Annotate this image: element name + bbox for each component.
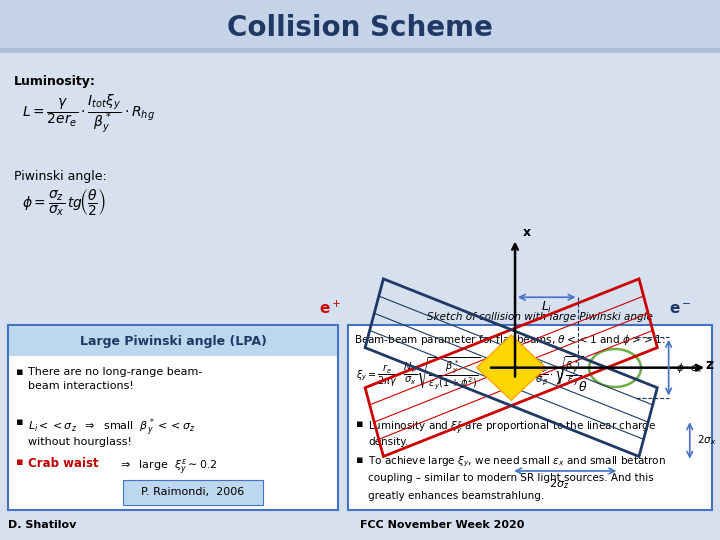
Text: To achieve large $\xi_y$, we need small $\varepsilon_x$ and small betatron: To achieve large $\xi_y$, we need small … bbox=[368, 455, 666, 469]
Bar bbox=[123, 480, 263, 505]
Text: $\mathit{L}_i << \sigma_z$  $\Rightarrow$  small  $\beta_y^* << \sigma_z$: $\mathit{L}_i << \sigma_z$ $\Rightarrow$… bbox=[28, 417, 196, 439]
Text: $\theta$: $\theta$ bbox=[578, 380, 588, 394]
Bar bbox=[0, 0, 720, 52]
Text: $L_i$: $L_i$ bbox=[541, 300, 552, 315]
Text: z: z bbox=[705, 358, 713, 372]
Text: x: x bbox=[523, 226, 531, 239]
Text: FCC November Week 2020: FCC November Week 2020 bbox=[360, 520, 524, 530]
Text: Luminosity:: Luminosity: bbox=[14, 75, 96, 88]
Bar bbox=[8, 325, 338, 510]
Bar bbox=[348, 325, 712, 510]
Text: coupling – similar to modern SR light sources. And this: coupling – similar to modern SR light so… bbox=[368, 473, 654, 483]
Text: e$^+$: e$^+$ bbox=[319, 299, 341, 316]
Text: ▪: ▪ bbox=[356, 419, 364, 429]
Text: Beam-beam parameter for flat beams, $\theta << 1$ and $\phi >> 1$:: Beam-beam parameter for flat beams, $\th… bbox=[354, 333, 665, 347]
Text: density.: density. bbox=[368, 437, 408, 447]
Text: There are no long-range beam-
beam interactions!: There are no long-range beam- beam inter… bbox=[28, 367, 202, 391]
Text: greatly enhances beamstrahlung.: greatly enhances beamstrahlung. bbox=[368, 491, 544, 501]
Text: ▪: ▪ bbox=[16, 417, 24, 427]
Text: $\phi\cdot\sigma_x$: $\phi\cdot\sigma_x$ bbox=[676, 361, 703, 375]
Text: $\xi_y = \dfrac{r_e}{2\pi\gamma}\cdot\dfrac{N_p}{\sigma_x}\sqrt{\dfrac{\beta_y^*: $\xi_y = \dfrac{r_e}{2\pi\gamma}\cdot\df… bbox=[356, 355, 584, 392]
Polygon shape bbox=[477, 335, 546, 400]
Text: D. Shatilov: D. Shatilov bbox=[8, 520, 76, 530]
Text: $2\sigma_x$: $2\sigma_x$ bbox=[698, 434, 717, 447]
Text: ▪: ▪ bbox=[16, 457, 24, 467]
Text: Luminosity and $\xi_y^\varepsilon$ are proportional to the linear charge: Luminosity and $\xi_y^\varepsilon$ are p… bbox=[368, 419, 656, 435]
Text: $\Rightarrow$  large  $\xi_y^\varepsilon \sim 0.2$: $\Rightarrow$ large $\xi_y^\varepsilon \… bbox=[118, 457, 217, 477]
Text: Piwinski angle:: Piwinski angle: bbox=[14, 170, 107, 183]
Bar bbox=[9, 326, 337, 356]
Text: Large Piwinski angle (LPA): Large Piwinski angle (LPA) bbox=[80, 334, 266, 348]
Text: $2\sigma_z$: $2\sigma_z$ bbox=[549, 477, 569, 491]
Text: without hourglass!: without hourglass! bbox=[28, 437, 132, 447]
Text: ▪: ▪ bbox=[16, 367, 24, 377]
Text: Crab waist: Crab waist bbox=[28, 457, 99, 470]
Text: Sketch of collision with large Piwinski angle: Sketch of collision with large Piwinski … bbox=[427, 312, 653, 322]
Text: $L = \dfrac{\gamma}{2er_e} \cdot \dfrac{I_{tot}\xi_y}{\beta_y^*} \cdot R_{hg}$: $L = \dfrac{\gamma}{2er_e} \cdot \dfrac{… bbox=[22, 93, 155, 136]
Text: $\phi = \dfrac{\sigma_z}{\sigma_x}\,tg\!\left(\dfrac{\theta}{2}\right)$: $\phi = \dfrac{\sigma_z}{\sigma_x}\,tg\!… bbox=[22, 188, 106, 218]
Text: e$^-$: e$^-$ bbox=[669, 302, 691, 316]
Text: Collision Scheme: Collision Scheme bbox=[227, 14, 493, 42]
Text: P. Raimondi,  2006: P. Raimondi, 2006 bbox=[141, 488, 245, 497]
Text: ▪: ▪ bbox=[356, 455, 364, 465]
